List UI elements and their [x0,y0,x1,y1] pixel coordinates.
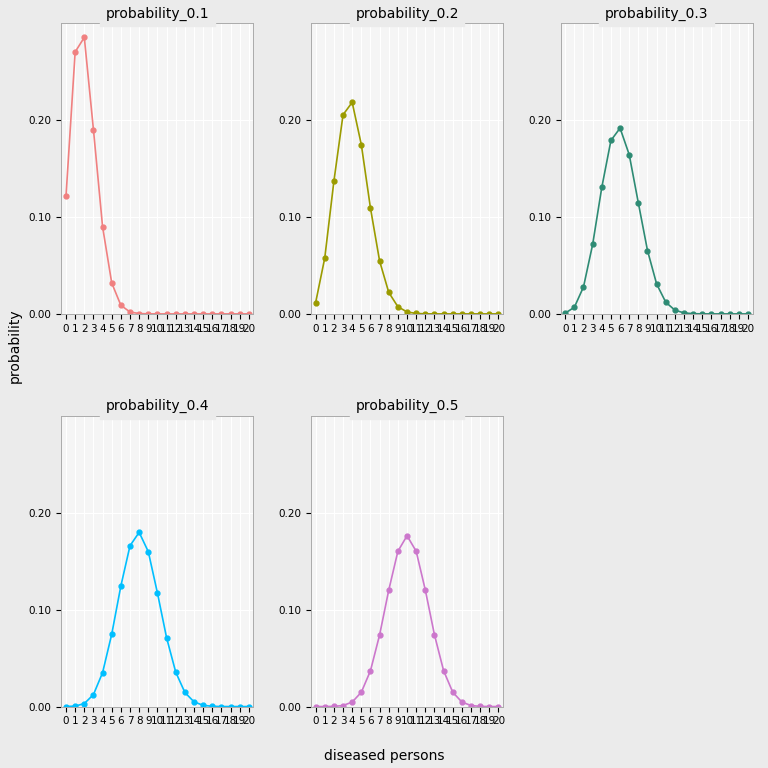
Title: probability_0.2: probability_0.2 [356,6,458,21]
Title: probability_0.3: probability_0.3 [605,6,708,21]
Title: probability_0.4: probability_0.4 [106,399,209,413]
Title: probability_0.1: probability_0.1 [106,6,209,21]
Text: probability: probability [8,308,22,383]
Text: diseased persons: diseased persons [324,750,444,763]
Title: probability_0.5: probability_0.5 [356,399,458,413]
